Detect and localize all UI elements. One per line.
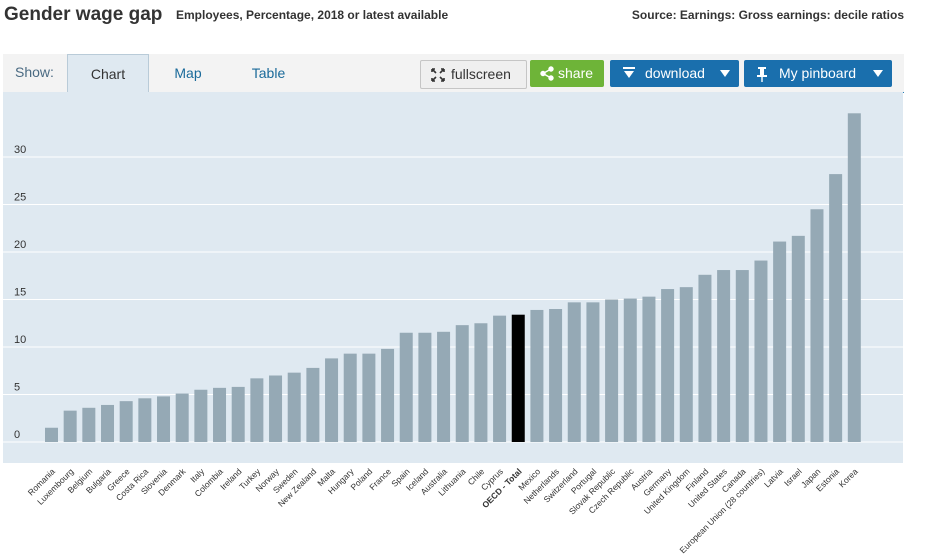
bar[interactable] <box>343 353 357 442</box>
bar[interactable] <box>679 287 693 442</box>
share-label: share <box>558 65 594 81</box>
bar[interactable] <box>567 302 581 442</box>
bar[interactable] <box>119 401 133 442</box>
bar[interactable] <box>306 367 320 442</box>
source-link[interactable]: Source: Earnings: Gross earnings: decile… <box>631 8 904 22</box>
bar[interactable] <box>175 393 189 442</box>
fullscreen-button[interactable]: fullscreen <box>420 60 527 89</box>
bar[interactable] <box>269 375 283 443</box>
bar[interactable] <box>698 274 712 442</box>
plot-area <box>3 92 903 463</box>
x-tick-label: France <box>367 466 393 492</box>
chart-title: Gender wage gap <box>4 4 163 25</box>
y-tick-label: 15 <box>14 287 26 299</box>
x-tick-label: Korea <box>837 466 860 489</box>
bar[interactable] <box>791 235 805 442</box>
bar[interactable] <box>530 309 544 442</box>
download-arrow-icon <box>622 60 636 96</box>
bar[interactable] <box>101 404 115 442</box>
bar[interactable] <box>250 378 264 442</box>
bar[interactable] <box>381 348 395 442</box>
pinboard-label: My pinboard <box>779 65 857 81</box>
bar[interactable] <box>63 410 77 442</box>
bar[interactable] <box>213 387 227 442</box>
bar[interactable] <box>847 113 861 443</box>
y-tick-label: 25 <box>14 192 26 204</box>
download-label: download <box>645 65 705 81</box>
bar[interactable] <box>157 396 171 442</box>
y-tick-label: 0 <box>14 429 20 441</box>
y-tick-label: 10 <box>14 334 26 346</box>
x-tick-label: Latvia <box>762 466 785 489</box>
bar[interactable] <box>586 302 600 442</box>
bar[interactable] <box>549 309 563 442</box>
share-button[interactable]: share <box>530 60 604 87</box>
view-toolbar: Show: Chart Map Table fullscreen share d… <box>3 54 904 93</box>
y-tick-label: 5 <box>14 382 20 394</box>
bar[interactable] <box>455 325 469 442</box>
triangle-down-icon <box>873 60 883 96</box>
y-tick-label: 30 <box>14 144 26 156</box>
bar[interactable] <box>717 270 731 442</box>
bar[interactable] <box>325 358 339 442</box>
pin-icon <box>756 60 768 96</box>
bar[interactable] <box>474 323 488 442</box>
tab-table[interactable]: Table <box>251 65 286 81</box>
bar[interactable] <box>194 389 208 442</box>
bar[interactable] <box>45 427 58 442</box>
bar[interactable] <box>399 332 413 442</box>
triangle-down-icon <box>720 60 730 96</box>
tab-map[interactable]: Map <box>174 65 202 81</box>
share-icon <box>540 60 554 96</box>
bar[interactable] <box>362 353 376 442</box>
bar[interactable] <box>735 270 749 442</box>
download-button[interactable]: download <box>610 60 739 87</box>
bar[interactable] <box>623 298 637 442</box>
bar[interactable] <box>605 299 619 443</box>
bar[interactable] <box>493 315 507 442</box>
bar[interactable] <box>773 241 787 442</box>
bar-highlight[interactable] <box>511 314 525 442</box>
bar[interactable] <box>642 296 656 442</box>
bar[interactable] <box>82 407 96 442</box>
bar[interactable] <box>661 289 675 442</box>
bar[interactable] <box>754 260 768 442</box>
bar[interactable] <box>829 174 843 442</box>
fullscreen-label: fullscreen <box>451 66 511 82</box>
bar[interactable] <box>810 209 824 442</box>
show-label: Show: <box>15 64 54 80</box>
y-tick-label: 20 <box>14 239 26 251</box>
bar[interactable] <box>287 372 301 442</box>
bar[interactable] <box>231 386 245 442</box>
pinboard-button[interactable]: My pinboard <box>744 60 892 87</box>
bar[interactable] <box>138 398 152 442</box>
bar[interactable] <box>418 332 432 442</box>
tab-chart[interactable]: Chart <box>67 54 149 93</box>
expand-arrows-icon <box>430 61 446 97</box>
bar[interactable] <box>437 331 451 442</box>
chart-subtitle: Employees, Percentage, 2018 or latest av… <box>176 8 449 22</box>
